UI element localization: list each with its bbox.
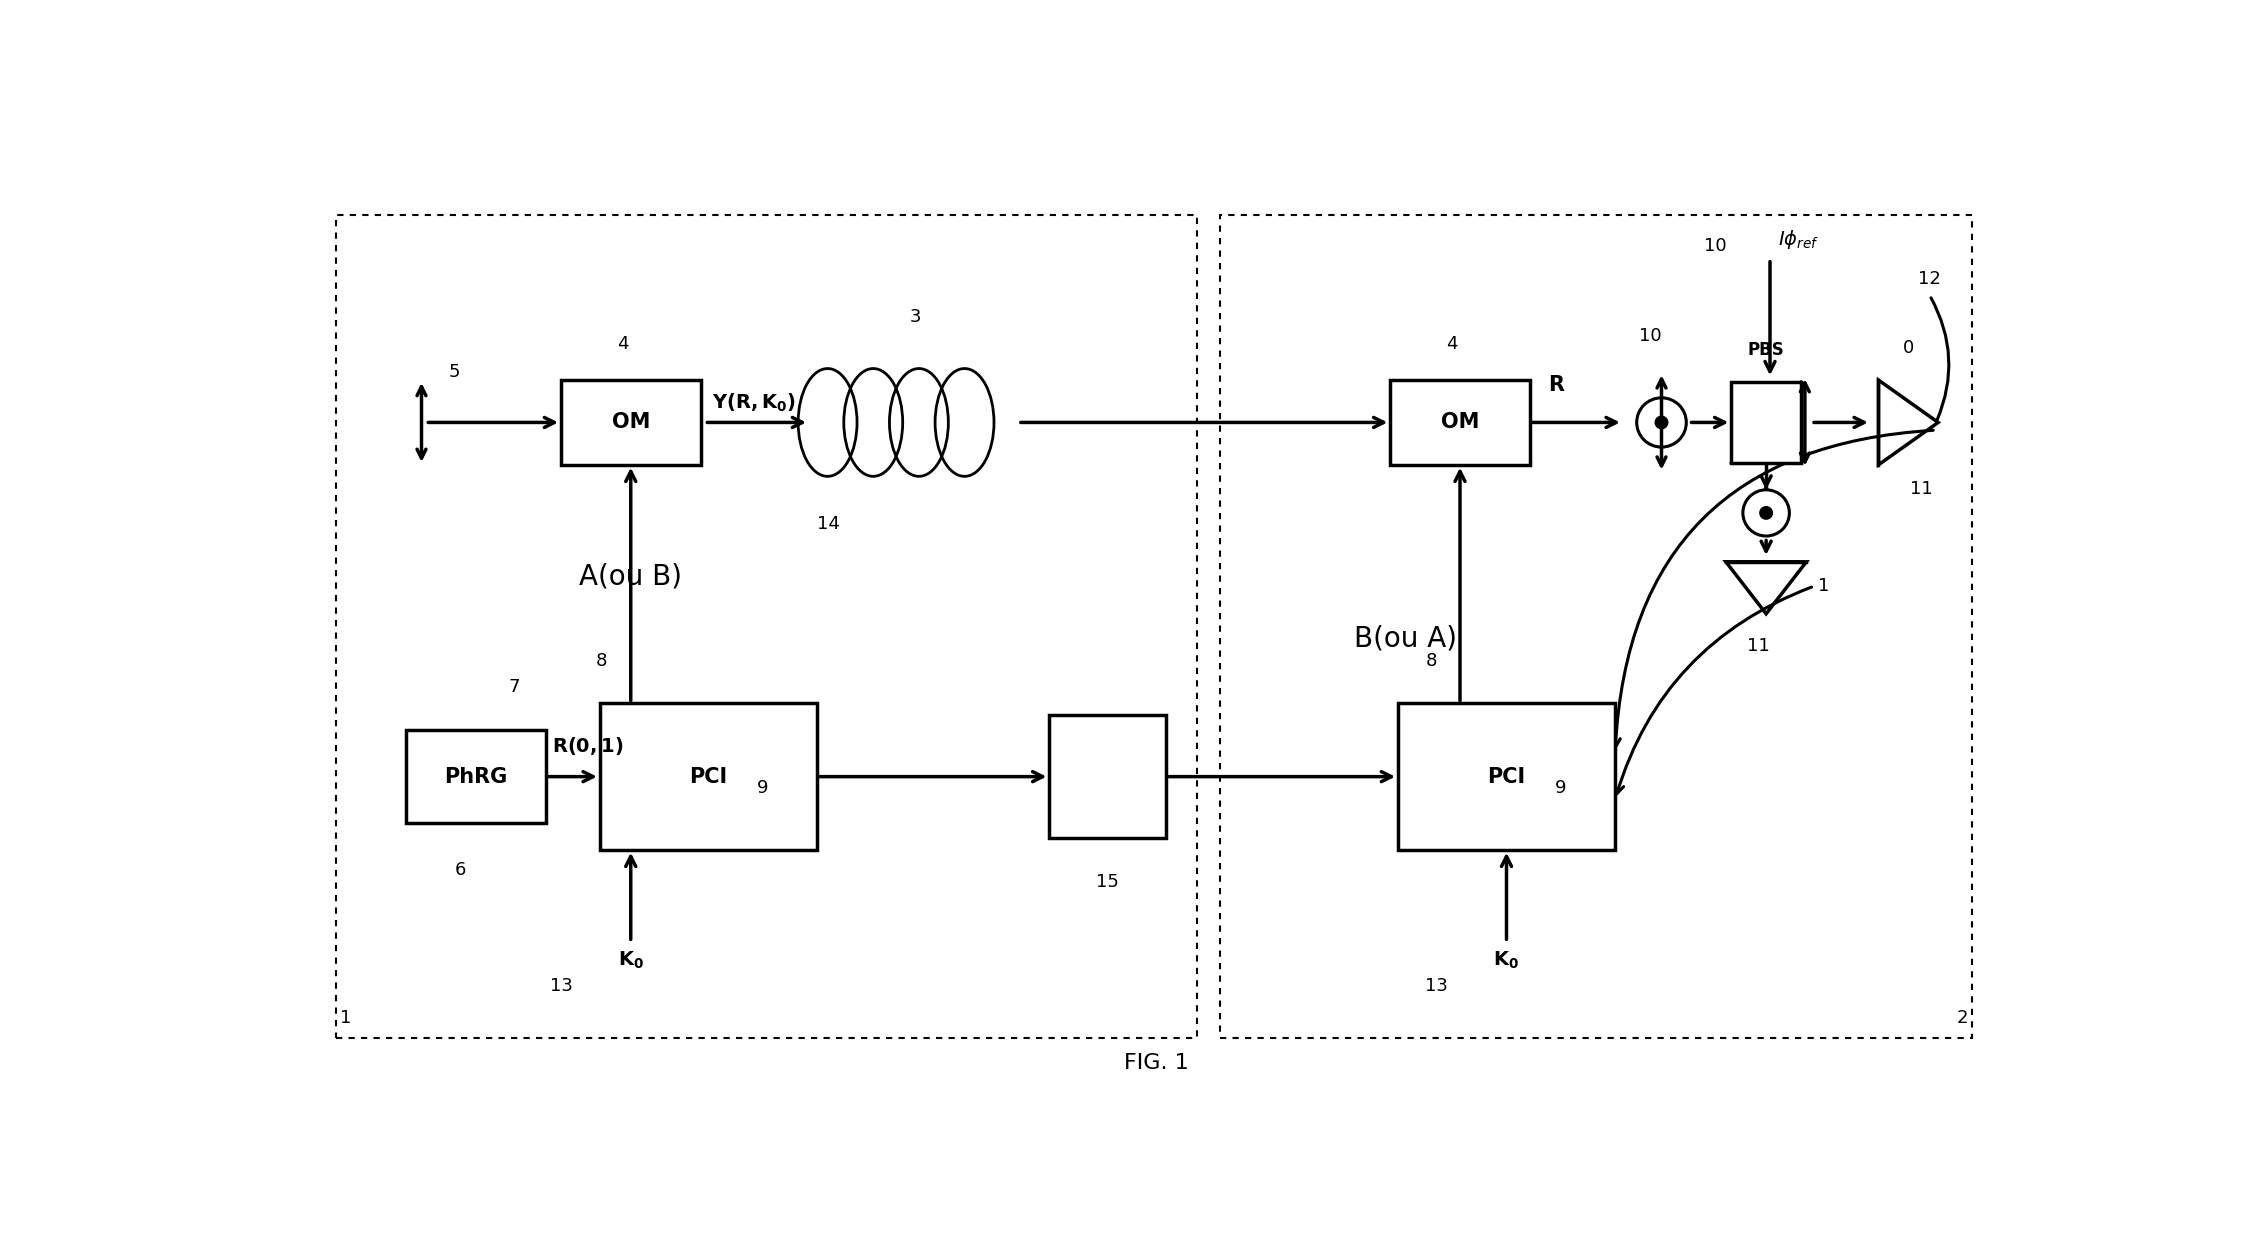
Text: 10: 10 (1638, 328, 1660, 345)
Text: 11: 11 (1911, 481, 1933, 498)
Text: OM: OM (611, 413, 650, 433)
Text: 3: 3 (909, 308, 920, 326)
Text: 4: 4 (1446, 335, 1457, 353)
Text: OM: OM (1442, 413, 1480, 433)
Bar (600, 703, 817, 850)
Text: 11: 11 (1746, 637, 1769, 655)
Text: 1: 1 (341, 1009, 352, 1027)
Text: PBS: PBS (1748, 341, 1784, 358)
Text: PCI: PCI (688, 766, 726, 786)
Text: B(ou A): B(ou A) (1354, 624, 1457, 653)
Bar (1049, 716, 1166, 838)
Bar (1399, 703, 1615, 850)
Text: 6: 6 (453, 861, 467, 879)
Bar (1730, 382, 1800, 462)
Text: $\mathbf{R}$: $\mathbf{R}$ (1548, 376, 1566, 396)
Text: $I\phi_{ref}$: $I\phi_{ref}$ (1778, 229, 1818, 251)
Text: PhRG: PhRG (444, 766, 508, 786)
Circle shape (1760, 506, 1773, 520)
FancyArrowPatch shape (1615, 587, 1812, 794)
Text: 13: 13 (550, 976, 573, 995)
Text: 2: 2 (1956, 1009, 1967, 1027)
Text: 7: 7 (510, 677, 521, 696)
Text: 8: 8 (596, 653, 607, 670)
Text: A(ou B): A(ou B) (580, 562, 681, 591)
Bar (1220, 215, 1972, 1038)
Text: 14: 14 (817, 515, 839, 533)
Text: 9: 9 (756, 779, 769, 797)
Text: PCI: PCI (1487, 766, 1525, 786)
Text: 0: 0 (1902, 339, 1913, 357)
Bar (562, 381, 702, 465)
Text: 10: 10 (1706, 237, 1728, 255)
Bar (336, 215, 1196, 1038)
Text: 9: 9 (1554, 779, 1566, 797)
Text: 5: 5 (449, 363, 460, 382)
Text: $\mathbf{K_0}$: $\mathbf{K_0}$ (1493, 950, 1521, 971)
FancyArrowPatch shape (1931, 298, 1949, 420)
Text: $\mathbf{K_0}$: $\mathbf{K_0}$ (618, 950, 643, 971)
Text: 15: 15 (1096, 873, 1119, 891)
Circle shape (1654, 415, 1669, 429)
Text: $\mathbf{Y(R,K_0)}$: $\mathbf{Y(R,K_0)}$ (713, 392, 796, 414)
Text: FIG. 1: FIG. 1 (1123, 1053, 1189, 1073)
Text: $\mathbf{R(0,1)}$: $\mathbf{R(0,1)}$ (553, 735, 623, 758)
FancyArrowPatch shape (1611, 430, 1933, 748)
Text: 13: 13 (1426, 976, 1448, 995)
Bar (1390, 381, 1530, 465)
Text: 4: 4 (618, 335, 629, 353)
Text: 12: 12 (1918, 269, 1940, 288)
Text: 8: 8 (1426, 653, 1437, 670)
Bar (406, 730, 546, 823)
Text: 1: 1 (1818, 577, 1830, 595)
